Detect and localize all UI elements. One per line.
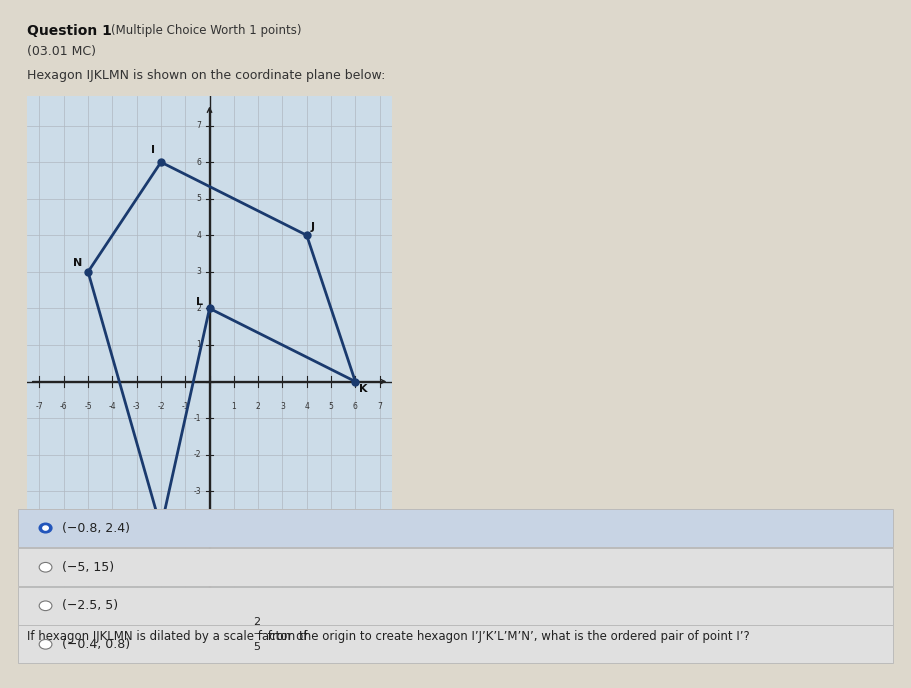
Text: 7: 7: [196, 121, 201, 130]
Text: -2: -2: [158, 402, 165, 411]
Text: —: —: [253, 628, 263, 638]
Text: -7: -7: [36, 402, 44, 411]
Text: N: N: [74, 259, 83, 268]
Text: J: J: [311, 222, 314, 232]
Text: 5: 5: [253, 642, 260, 652]
Text: -3: -3: [133, 402, 140, 411]
Text: L: L: [196, 297, 203, 307]
Text: M: M: [147, 535, 158, 544]
Text: 4: 4: [196, 230, 201, 239]
Text: (−5, 15): (−5, 15): [62, 561, 114, 574]
Text: from the origin to create hexagon I’J’K’L’M’N’, what is the ordered pair of poin: from the origin to create hexagon I’J’K’…: [264, 630, 750, 643]
Text: (Multiple Choice Worth 1 points): (Multiple Choice Worth 1 points): [111, 24, 302, 37]
Text: 3: 3: [196, 268, 201, 277]
Text: 5: 5: [329, 402, 333, 411]
Text: I: I: [151, 145, 155, 155]
Text: If hexagon IJKLMN is dilated by a scale factor of: If hexagon IJKLMN is dilated by a scale …: [27, 630, 312, 643]
Text: (−0.8, 2.4): (−0.8, 2.4): [62, 522, 130, 535]
Text: 1: 1: [196, 341, 201, 350]
Text: Question 1: Question 1: [27, 24, 112, 38]
Text: Hexagon IJKLMN is shown on the coordinate plane below:: Hexagon IJKLMN is shown on the coordinat…: [27, 69, 385, 82]
Text: 7: 7: [377, 402, 382, 411]
Text: 5: 5: [196, 194, 201, 203]
Text: 1: 1: [231, 402, 236, 411]
Text: (−0.4, 0.8): (−0.4, 0.8): [62, 638, 130, 651]
Text: 3: 3: [280, 402, 285, 411]
Text: -4: -4: [193, 524, 201, 533]
Text: 6: 6: [196, 158, 201, 166]
Text: 4: 4: [304, 402, 309, 411]
Text: 2: 2: [253, 617, 260, 627]
Text: 2: 2: [256, 402, 261, 411]
Text: -5: -5: [84, 402, 92, 411]
Text: 2: 2: [196, 304, 201, 313]
Text: (−2.5, 5): (−2.5, 5): [62, 599, 118, 612]
Text: (03.01 MC): (03.01 MC): [27, 45, 97, 58]
Text: -1: -1: [193, 413, 201, 422]
Text: -2: -2: [193, 450, 201, 459]
Text: -1: -1: [181, 402, 189, 411]
Text: -6: -6: [193, 596, 201, 605]
Text: K: K: [359, 385, 367, 394]
Text: 6: 6: [353, 402, 358, 411]
Text: -3: -3: [193, 486, 201, 496]
Text: -5: -5: [193, 560, 201, 569]
Text: -6: -6: [60, 402, 67, 411]
Text: -4: -4: [108, 402, 117, 411]
